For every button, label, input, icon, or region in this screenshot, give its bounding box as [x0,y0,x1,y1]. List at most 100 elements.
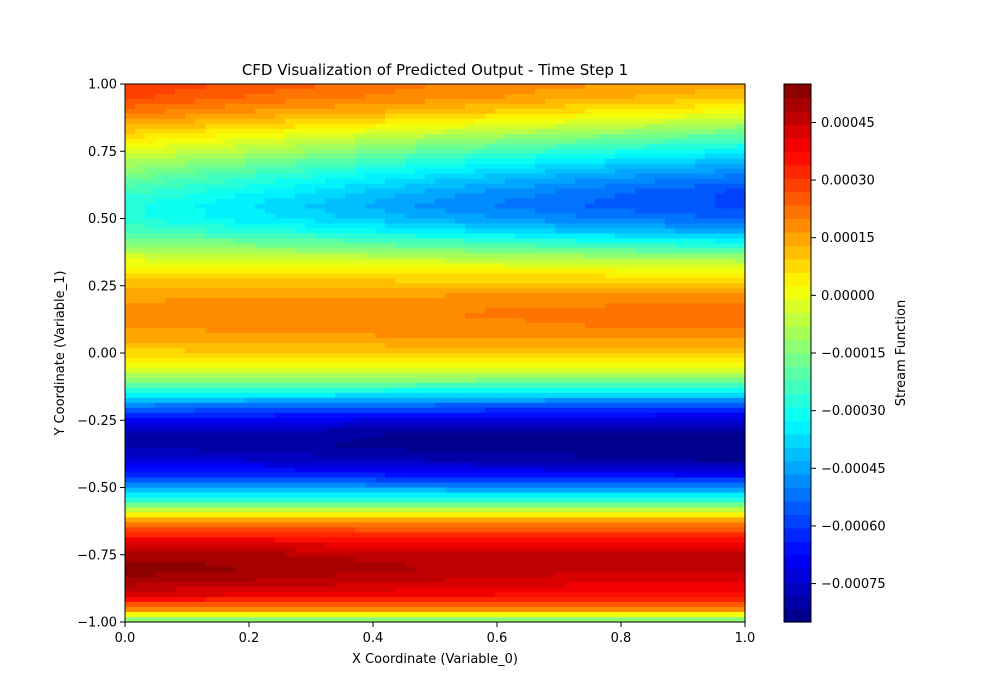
heatmap-cell [565,223,576,230]
heatmap-cell [185,343,196,349]
heatmap-cell [545,392,556,399]
heatmap-cell [315,313,326,319]
heatmap-cell [215,193,226,200]
heatmap-cell [635,397,646,404]
heatmap-cell [675,402,686,409]
heatmap-cell [125,343,136,349]
heatmap-cell [715,93,726,100]
heatmap-cell [675,278,686,284]
heatmap-cell [165,118,176,125]
heatmap-cell [165,123,176,130]
heatmap-cell [665,462,676,469]
heatmap-cell [505,442,516,449]
heatmap-cell [525,268,536,274]
heatmap-cell [475,362,486,369]
heatmap-cell [625,348,636,354]
heatmap-cell [655,412,666,419]
heatmap-cell [705,233,716,240]
heatmap-cell [385,218,396,225]
heatmap-cell [555,178,566,185]
heatmap-cell [265,482,276,489]
heatmap-cell [175,208,186,215]
heatmap-cell [265,362,276,369]
heatmap-cell [495,228,506,235]
heatmap-cell [635,138,646,145]
heatmap-cell [525,88,536,95]
heatmap-cell [585,153,596,160]
heatmap-cell [225,203,236,210]
heatmap-cell [695,457,706,464]
heatmap-cell [455,193,466,200]
heatmap-cell [145,362,156,369]
heatmap-cell [685,93,696,100]
heatmap-cell [635,427,646,434]
heatmap-cell [555,303,566,309]
heatmap-cell [575,288,586,294]
heatmap-cell [135,293,146,299]
heatmap-cell [545,377,556,384]
heatmap-cell [325,437,336,444]
heatmap-cell [695,338,706,344]
heatmap-cell [145,462,156,469]
heatmap-cell [435,258,446,264]
heatmap-cell [515,288,526,294]
heatmap-cell [445,283,456,289]
heatmap-cell [315,278,326,284]
heatmap-cell [695,263,706,269]
heatmap-cell [395,372,406,379]
heatmap-cell [575,188,586,195]
heatmap-cell [665,437,676,444]
heatmap-cell [715,188,726,195]
heatmap-cell [715,318,726,324]
heatmap-cell [225,263,236,269]
heatmap-cell [375,412,386,419]
heatmap-cell [195,218,206,225]
heatmap-cell [335,113,346,120]
heatmap-cell [125,422,136,429]
heatmap-cell [695,387,706,394]
heatmap-cell [615,193,626,200]
heatmap-cell [205,482,216,489]
heatmap-cell [465,158,476,165]
heatmap-cell [585,353,596,359]
heatmap-cell [155,308,166,314]
heatmap-cell [535,133,546,140]
heatmap-cell [645,338,656,344]
heatmap-cell [175,223,186,230]
heatmap-cell [665,163,676,170]
heatmap-cell [515,442,526,449]
heatmap-cell [515,467,526,474]
heatmap-cell [445,462,456,469]
heatmap-cell [545,357,556,364]
heatmap-cell [325,268,336,274]
heatmap-cell [325,442,336,449]
heatmap-cell [255,313,266,319]
heatmap-cell [255,113,266,120]
heatmap-cell [615,387,626,394]
heatmap-cell [375,228,386,235]
heatmap-cell [695,303,706,309]
heatmap-cell [435,84,446,90]
heatmap-cell [435,447,446,454]
heatmap-cell [165,273,176,279]
heatmap-cell [345,113,356,120]
heatmap-cell [365,218,376,225]
heatmap-cell [395,198,406,205]
heatmap-cell [135,258,146,264]
heatmap-cell [405,442,416,449]
heatmap-cell [315,98,326,105]
heatmap-cell [555,348,566,354]
heatmap-cell [565,447,576,454]
heatmap-cell [275,367,286,374]
heatmap-cell [435,422,446,429]
heatmap-cell [595,472,606,479]
heatmap-cell [355,218,366,225]
heatmap-cell [425,218,436,225]
heatmap-cell [595,243,606,249]
heatmap-cell [195,482,206,489]
heatmap-cell [645,357,656,364]
heatmap-cell [735,457,746,464]
heatmap-cell [295,357,306,364]
heatmap-cell [515,108,526,115]
heatmap-cell [345,213,356,220]
